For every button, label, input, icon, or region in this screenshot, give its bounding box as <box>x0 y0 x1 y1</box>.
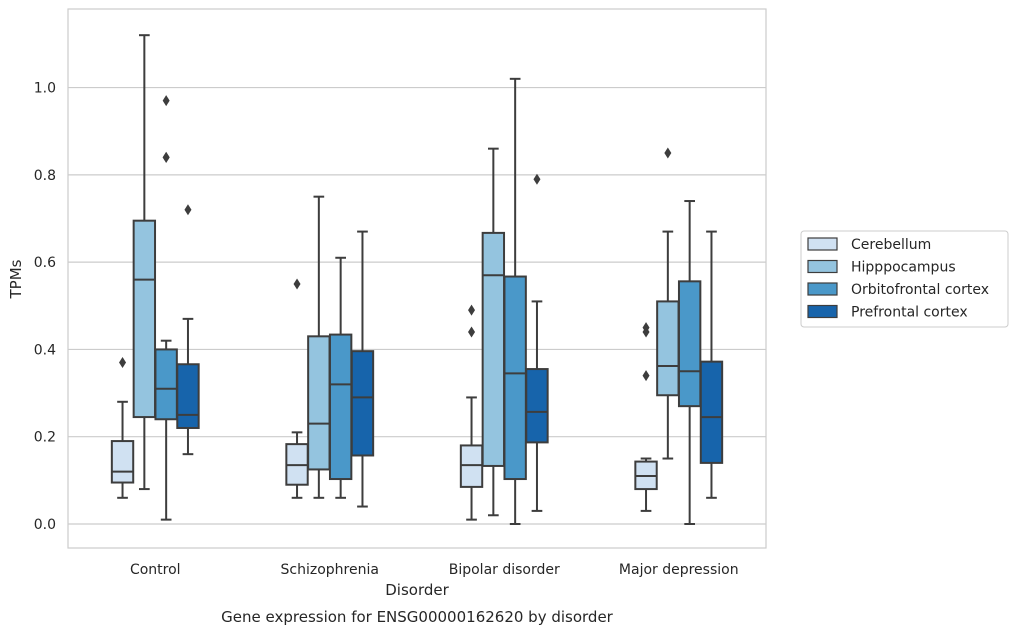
outlier-point <box>293 278 301 290</box>
x-tick-label: Bipolar disorder <box>449 562 560 578</box>
legend-swatch <box>807 259 838 274</box>
box-body <box>525 368 549 444</box>
x-tick-label: Major depression <box>619 562 739 578</box>
box-body <box>481 231 506 467</box>
y-tick-label: 0.4 <box>34 342 56 358</box>
box-3-3 <box>699 230 724 499</box>
box-body <box>328 333 353 481</box>
legend-label: Cerebellum <box>851 237 931 253</box>
x-axis-label: Disorder <box>385 581 449 599</box>
box-body <box>110 440 135 484</box>
outlier-point <box>642 370 650 382</box>
y-tick-label: 1.0 <box>34 81 56 97</box>
box-body <box>699 360 724 464</box>
grid-lines <box>68 86 766 525</box>
outlier-point <box>642 322 650 334</box>
legend-swatch <box>807 237 838 251</box>
box-0-0 <box>110 357 135 499</box>
legend-label: Prefrontal cortex <box>851 305 968 321</box>
outlier-point <box>468 304 476 316</box>
box-3-1 <box>656 147 680 460</box>
box-2-2 <box>503 77 527 525</box>
legend-entries: Cerebellum Hipppocampus Orbitofrontal cort… <box>807 237 989 321</box>
box-1-1 <box>307 195 331 499</box>
box-body <box>459 444 484 488</box>
box-body <box>503 275 527 481</box>
legend: Cerebellum Hipppocampus Orbitofrontal cort… <box>800 230 1009 328</box>
box-3-0 <box>634 322 658 512</box>
outlier-point <box>119 357 127 369</box>
box-1-2 <box>328 256 353 499</box>
box-body <box>656 300 680 397</box>
box-body <box>677 280 702 408</box>
box-0-2 <box>154 95 178 521</box>
legend-label: Orbitofrontal cortex <box>851 282 989 298</box>
box-1-0 <box>285 278 309 499</box>
y-axis-ticks: 0.0 0.2 0.4 0.6 0.8 1.0 <box>34 81 56 533</box>
box-1-3 <box>350 230 375 508</box>
outlier-point <box>664 147 672 159</box>
box-body <box>307 335 331 471</box>
y-tick-label: 0.8 <box>34 168 56 184</box>
box-0-1 <box>132 34 157 491</box>
legend-swatch <box>807 304 838 319</box>
box-body <box>176 363 200 429</box>
y-tick-label: 0.2 <box>34 430 56 446</box>
y-tick-label: 0.0 <box>34 517 56 533</box>
box-2-1 <box>481 147 506 517</box>
box-body <box>350 350 375 457</box>
box-2-0 <box>459 304 484 521</box>
legend-label: Hipppocampus <box>851 260 956 276</box>
box-3-2 <box>677 200 702 525</box>
box-2-3 <box>525 173 549 512</box>
outlier-point <box>162 95 170 107</box>
x-tick-label: Schizophrenia <box>281 562 379 578</box>
box-body <box>132 219 157 419</box>
figure-caption: Gene expression for ENSG00000162620 by d… <box>221 608 614 626</box>
outlier-point <box>184 204 192 216</box>
y-axis-label: TPMs <box>7 259 25 299</box>
outlier-point <box>468 326 476 338</box>
x-tick-label: Control <box>130 562 181 578</box>
box-groups <box>110 34 724 525</box>
x-axis-ticks: Control Schizophrenia Bipolar disorder Majo… <box>130 562 739 578</box>
outlier-point <box>533 173 541 185</box>
box-0-3 <box>176 204 200 456</box>
plot-frame <box>67 8 767 549</box>
y-tick-label: 0.6 <box>34 255 56 271</box>
legend-swatch <box>807 282 838 296</box>
outlier-point <box>162 151 170 163</box>
box-body <box>154 348 178 421</box>
legend-frame <box>800 230 1009 328</box>
